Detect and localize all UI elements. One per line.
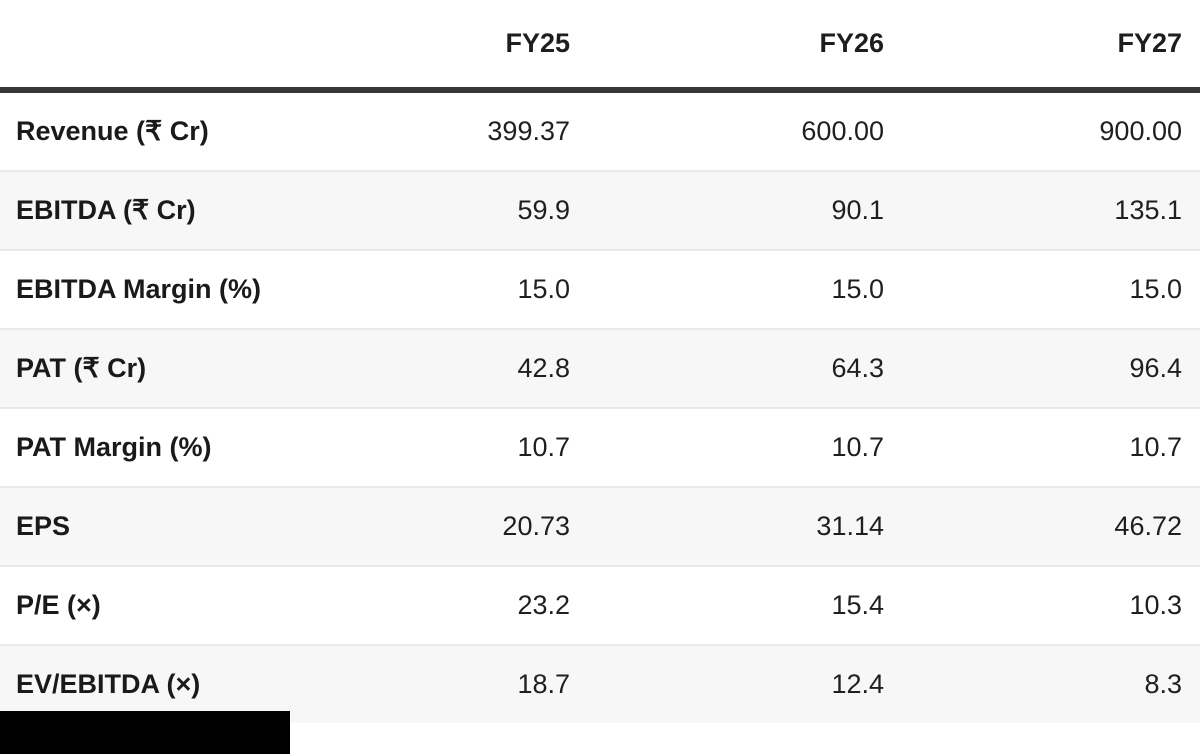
header-fy25: FY25	[288, 0, 588, 93]
row-label: EV/EBITDA (×)	[0, 644, 288, 723]
header-metric-column	[0, 0, 288, 93]
table-row: Revenue (₹ Cr) 399.37 600.00 900.00	[0, 90, 1200, 171]
value-cell: 900.00	[902, 90, 1200, 171]
table-row: EBITDA (₹ Cr) 59.9 90.1 135.1	[0, 170, 1200, 250]
header-fy27: FY27	[902, 0, 1200, 93]
table-header: FY25 FY26 FY27	[0, 0, 1200, 93]
value-cell: 46.72	[902, 486, 1200, 566]
value-cell: 600.00	[588, 90, 902, 171]
table-row: EV/EBITDA (×) 18.7 12.4 8.3	[0, 644, 1200, 723]
value-cell: 10.7	[588, 407, 902, 487]
header-fy26: FY26	[588, 0, 902, 93]
row-label: P/E (×)	[0, 565, 288, 645]
row-label: EPS	[0, 486, 288, 566]
value-cell: 15.0	[288, 249, 588, 329]
header-row: FY25 FY26 FY27	[0, 0, 1200, 93]
row-label: PAT Margin (%)	[0, 407, 288, 487]
value-cell: 15.4	[588, 565, 902, 645]
value-cell: 12.4	[588, 644, 902, 723]
value-cell: 10.7	[288, 407, 588, 487]
value-cell: 31.14	[588, 486, 902, 566]
value-cell: 64.3	[588, 328, 902, 408]
row-label: Revenue (₹ Cr)	[0, 90, 288, 171]
table-row: EBITDA Margin (%) 15.0 15.0 15.0	[0, 249, 1200, 329]
row-label: EBITDA Margin (%)	[0, 249, 288, 329]
value-cell: 8.3	[902, 644, 1200, 723]
value-cell: 96.4	[902, 328, 1200, 408]
value-cell: 135.1	[902, 170, 1200, 250]
value-cell: 42.8	[288, 328, 588, 408]
value-cell: 15.0	[588, 249, 902, 329]
value-cell: 10.3	[902, 565, 1200, 645]
value-cell: 15.0	[902, 249, 1200, 329]
value-cell: 90.1	[588, 170, 902, 250]
financial-projections-table: FY25 FY26 FY27 Revenue (₹ Cr) 399.37 600.0…	[0, 0, 1200, 723]
row-label: PAT (₹ Cr)	[0, 328, 288, 408]
value-cell: 18.7	[288, 644, 588, 723]
value-cell: 59.9	[288, 170, 588, 250]
table-row: P/E (×) 23.2 15.4 10.3	[0, 565, 1200, 645]
row-label: EBITDA (₹ Cr)	[0, 170, 288, 250]
table-row: EPS 20.73 31.14 46.72	[0, 486, 1200, 566]
table-row: PAT Margin (%) 10.7 10.7 10.7	[0, 407, 1200, 487]
value-cell: 23.2	[288, 565, 588, 645]
table-row: PAT (₹ Cr) 42.8 64.3 96.4	[0, 328, 1200, 408]
value-cell: 399.37	[288, 90, 588, 171]
table-body: Revenue (₹ Cr) 399.37 600.00 900.00 EBITDA (…	[0, 90, 1200, 723]
value-cell: 10.7	[902, 407, 1200, 487]
redacted-black-block	[0, 711, 290, 754]
value-cell: 20.73	[288, 486, 588, 566]
